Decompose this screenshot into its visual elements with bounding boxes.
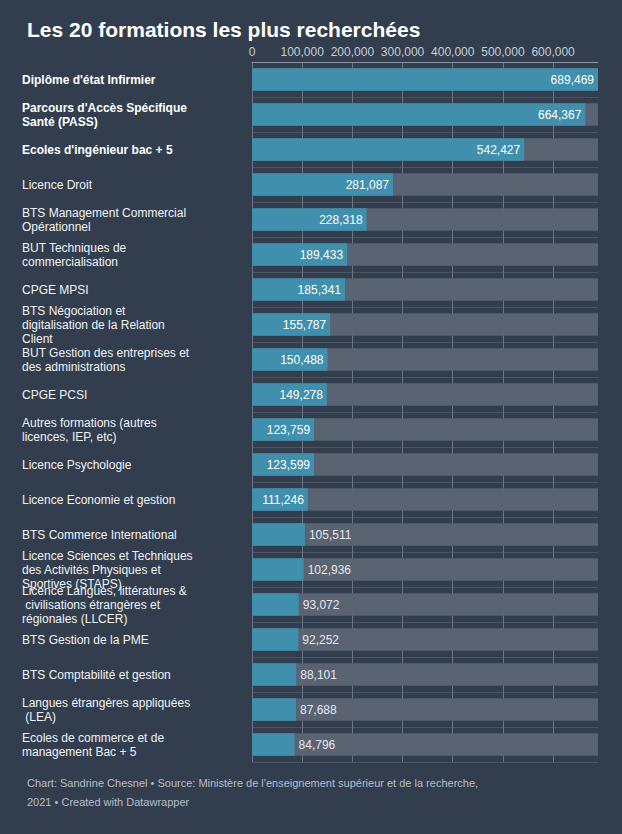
svg-text:149,278: 149,278 xyxy=(280,388,324,402)
svg-text:Diplôme d'état Infirmier: Diplôme d'état Infirmier xyxy=(22,73,156,87)
svg-text:0: 0 xyxy=(249,45,256,59)
svg-text:des Activités Physiques et: des Activités Physiques et xyxy=(22,563,164,577)
svg-text:Ecoles de commerce et de: Ecoles de commerce et de xyxy=(22,731,167,745)
svg-text:CPGE PCSI: CPGE PCSI xyxy=(22,388,87,402)
svg-text:2021 • Created with Datawrappe: 2021 • Created with Datawrapper xyxy=(27,796,190,808)
svg-text:155,787: 155,787 xyxy=(283,318,327,332)
svg-text:Les 20 formations les plus rec: Les 20 formations les plus recherchées xyxy=(27,18,420,41)
svg-text:commercialisation: commercialisation xyxy=(22,255,118,269)
svg-text:CPGE MPSI: CPGE MPSI xyxy=(22,283,89,297)
svg-text:Licence Economie et gestion: Licence Economie et gestion xyxy=(22,493,175,507)
svg-text:281,087: 281,087 xyxy=(346,178,390,192)
svg-text:Licence Psychologie: Licence Psychologie xyxy=(22,458,132,472)
svg-text:Ecoles d'ingénieur bac + 5: Ecoles d'ingénieur bac + 5 xyxy=(22,143,173,157)
svg-text:Opérationnel: Opérationnel xyxy=(22,220,91,234)
svg-text:111,246: 111,246 xyxy=(262,493,304,507)
svg-text:600,000: 600,000 xyxy=(531,45,575,59)
svg-text:500,000: 500,000 xyxy=(481,45,525,59)
svg-text:des administrations: des administrations xyxy=(22,360,125,374)
svg-text:100,000: 100,000 xyxy=(280,45,324,59)
svg-text:Chart: Sandrine Chesnel • Sour: Chart: Sandrine Chesnel • Source: Minist… xyxy=(27,777,481,789)
svg-text:93,072: 93,072 xyxy=(303,598,340,612)
svg-text:BTS Comptabilité et gestion: BTS Comptabilité et gestion xyxy=(22,668,171,682)
svg-text:(LEA): (LEA) xyxy=(22,710,56,724)
svg-text:84,796: 84,796 xyxy=(299,738,336,752)
svg-text:689,469: 689,469 xyxy=(551,73,595,87)
svg-text:Santé (PASS): Santé (PASS) xyxy=(22,115,98,129)
svg-text:87,688: 87,688 xyxy=(300,703,337,717)
svg-text:licences, IEP, etc): licences, IEP, etc) xyxy=(22,430,117,444)
svg-text:Licence Langues, littératures: Licence Langues, littératures & xyxy=(22,584,187,598)
svg-text:BUT Techniques de: BUT Techniques de xyxy=(22,241,130,255)
svg-text:Langues étrangères appliquées: Langues étrangères appliquées xyxy=(22,696,190,710)
svg-text:105,511: 105,511 xyxy=(309,528,352,542)
svg-text:Autres formations (autres: Autres formations (autres xyxy=(22,416,160,430)
svg-text:664,367: 664,367 xyxy=(538,108,582,122)
svg-text:BTS Négociation et: BTS Négociation et xyxy=(22,304,129,318)
svg-text:BTS Management Commercial: BTS Management Commercial xyxy=(22,206,189,220)
svg-text:300,000: 300,000 xyxy=(381,45,425,59)
svg-text:123,599: 123,599 xyxy=(267,458,311,472)
svg-text:400,000: 400,000 xyxy=(431,45,475,59)
svg-text:Licence Droit: Licence Droit xyxy=(22,178,93,192)
svg-text:123,759: 123,759 xyxy=(267,423,311,437)
svg-text:Licence Sciences et Techniques: Licence Sciences et Techniques xyxy=(22,549,196,563)
svg-text:civilisations étrangères et: civilisations étrangères et xyxy=(22,598,163,612)
svg-text:542,427: 542,427 xyxy=(477,143,521,157)
svg-text:102,936: 102,936 xyxy=(308,563,352,577)
svg-text:Parcours d'Accès Spécifique: Parcours d'Accès Spécifique xyxy=(22,101,190,115)
svg-text:management Bac + 5: management Bac + 5 xyxy=(22,745,137,759)
svg-text:228,318: 228,318 xyxy=(319,213,363,227)
svg-text:BTS Commerce International: BTS Commerce International xyxy=(22,528,177,542)
svg-text:Client: Client xyxy=(22,332,53,346)
svg-text:92,252: 92,252 xyxy=(302,633,339,647)
svg-text:150,488: 150,488 xyxy=(280,353,324,367)
svg-text:185,341: 185,341 xyxy=(298,283,342,297)
svg-text:88,101: 88,101 xyxy=(300,668,337,682)
svg-text:189,433: 189,433 xyxy=(300,248,344,262)
svg-text:BUT Gestion des entreprises et: BUT Gestion des entreprises et xyxy=(22,346,193,360)
svg-text:régionales (LLCER): régionales (LLCER) xyxy=(22,612,127,626)
svg-text:200,000: 200,000 xyxy=(331,45,375,59)
svg-text:digitalisation de la Relation: digitalisation de la Relation xyxy=(22,318,168,332)
svg-text:BTS Gestion de la PME: BTS Gestion de la PME xyxy=(22,633,149,647)
